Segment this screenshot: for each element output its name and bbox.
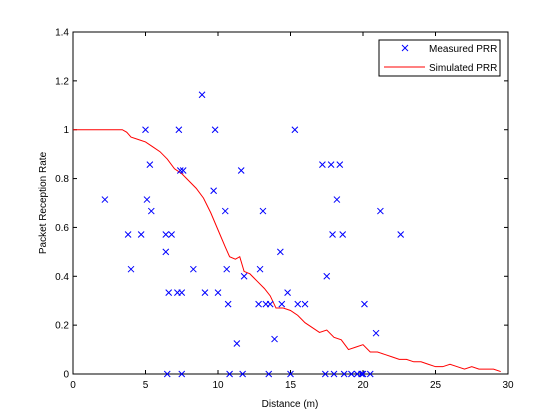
y-tick-label: 0.2 [55, 321, 69, 332]
measured-point [162, 231, 170, 238]
measured-point [361, 300, 368, 308]
measured-point [333, 196, 341, 203]
measured-point [327, 161, 335, 169]
x-tick-label: 10 [212, 380, 224, 391]
measured-point [291, 126, 299, 134]
measured-point [329, 231, 336, 238]
legend: Measured PRR Simulated PRR [378, 39, 501, 77]
y-axis-label: Packet Reception Rate [38, 151, 49, 254]
measured-point [224, 300, 232, 308]
legend-simulated-label: Simulated PRR [429, 63, 497, 74]
measured-point [147, 207, 155, 215]
measured-point [323, 272, 331, 280]
legend-measured-label: Measured PRR [429, 44, 497, 55]
x-tick-label: 20 [357, 380, 369, 391]
measured-point [146, 161, 154, 169]
measured-point [210, 187, 218, 195]
measured-point [162, 248, 170, 256]
measured-point [271, 335, 278, 343]
measured-point [178, 289, 186, 297]
y-tick-label: 0 [63, 370, 69, 381]
simulated-series [73, 129, 501, 373]
measured-point [319, 161, 326, 169]
y-axis-ticks: 0 0.2 0.4 0.6 0.8 1 1.2 1.4 [55, 28, 508, 381]
measured-point [223, 265, 231, 273]
measured-point [189, 265, 197, 273]
y-tick-label: 0.6 [55, 223, 69, 234]
measured-point [178, 370, 186, 378]
measured-point [336, 161, 344, 169]
measured-point [101, 196, 109, 203]
x-tick-label: 0 [70, 380, 76, 391]
y-tick-label: 0.4 [55, 272, 69, 283]
legend-box [378, 39, 501, 77]
measured-point [165, 289, 173, 297]
measured-point [201, 289, 209, 297]
measured-point [255, 300, 262, 308]
simulated-prr-line [73, 129, 501, 373]
measured-point [301, 300, 309, 308]
measured-point [198, 91, 206, 99]
x-tick-label: 5 [143, 380, 149, 391]
measured-point [397, 231, 405, 238]
measured-point [266, 300, 274, 308]
measured-point [278, 300, 286, 308]
measured-point [143, 196, 151, 203]
x-axis-label: Distance (m) [262, 399, 319, 410]
measured-point [284, 289, 291, 297]
measured-point [127, 265, 135, 273]
measured-point [142, 126, 149, 134]
measured-point [359, 370, 367, 378]
x-tick-label: 15 [285, 380, 297, 391]
y-tick-label: 0.8 [55, 174, 69, 185]
measured-point [358, 370, 365, 378]
measured-point [226, 370, 233, 378]
legend-measured-marker [401, 44, 409, 52]
measured-point [163, 370, 171, 378]
measured-point [348, 370, 355, 378]
measured-point [265, 370, 273, 378]
measured-point [179, 167, 187, 174]
measured-point [294, 300, 302, 308]
measured-point [239, 370, 247, 378]
measured-point [233, 340, 241, 347]
x-tick-label: 25 [430, 380, 442, 391]
measured-point [330, 370, 338, 378]
x-tick-label: 30 [502, 380, 514, 391]
measured-point [287, 370, 294, 378]
measured-point [137, 231, 145, 238]
measured-point [168, 231, 175, 238]
measured-point [124, 231, 132, 238]
measured-point [377, 207, 384, 215]
y-tick-label: 1 [63, 125, 69, 136]
measured-point [259, 207, 267, 215]
measured-point [340, 370, 348, 378]
measured-point [339, 231, 347, 238]
measured-point [276, 248, 284, 256]
measured-point [372, 329, 380, 337]
measured-point [256, 265, 264, 273]
measured-point [321, 370, 329, 378]
y-tick-label: 1.2 [55, 76, 69, 87]
measured-point [175, 126, 183, 134]
measured-point [214, 289, 222, 297]
measured-point [366, 370, 374, 378]
measured-point [237, 167, 245, 174]
measured-point [221, 207, 229, 215]
measured-point [211, 126, 219, 134]
measured-point [176, 167, 184, 174]
measured-series [101, 91, 405, 378]
plot-area-frame [72, 31, 509, 375]
y-tick-label: 1.4 [55, 28, 69, 39]
measured-point [240, 272, 248, 280]
